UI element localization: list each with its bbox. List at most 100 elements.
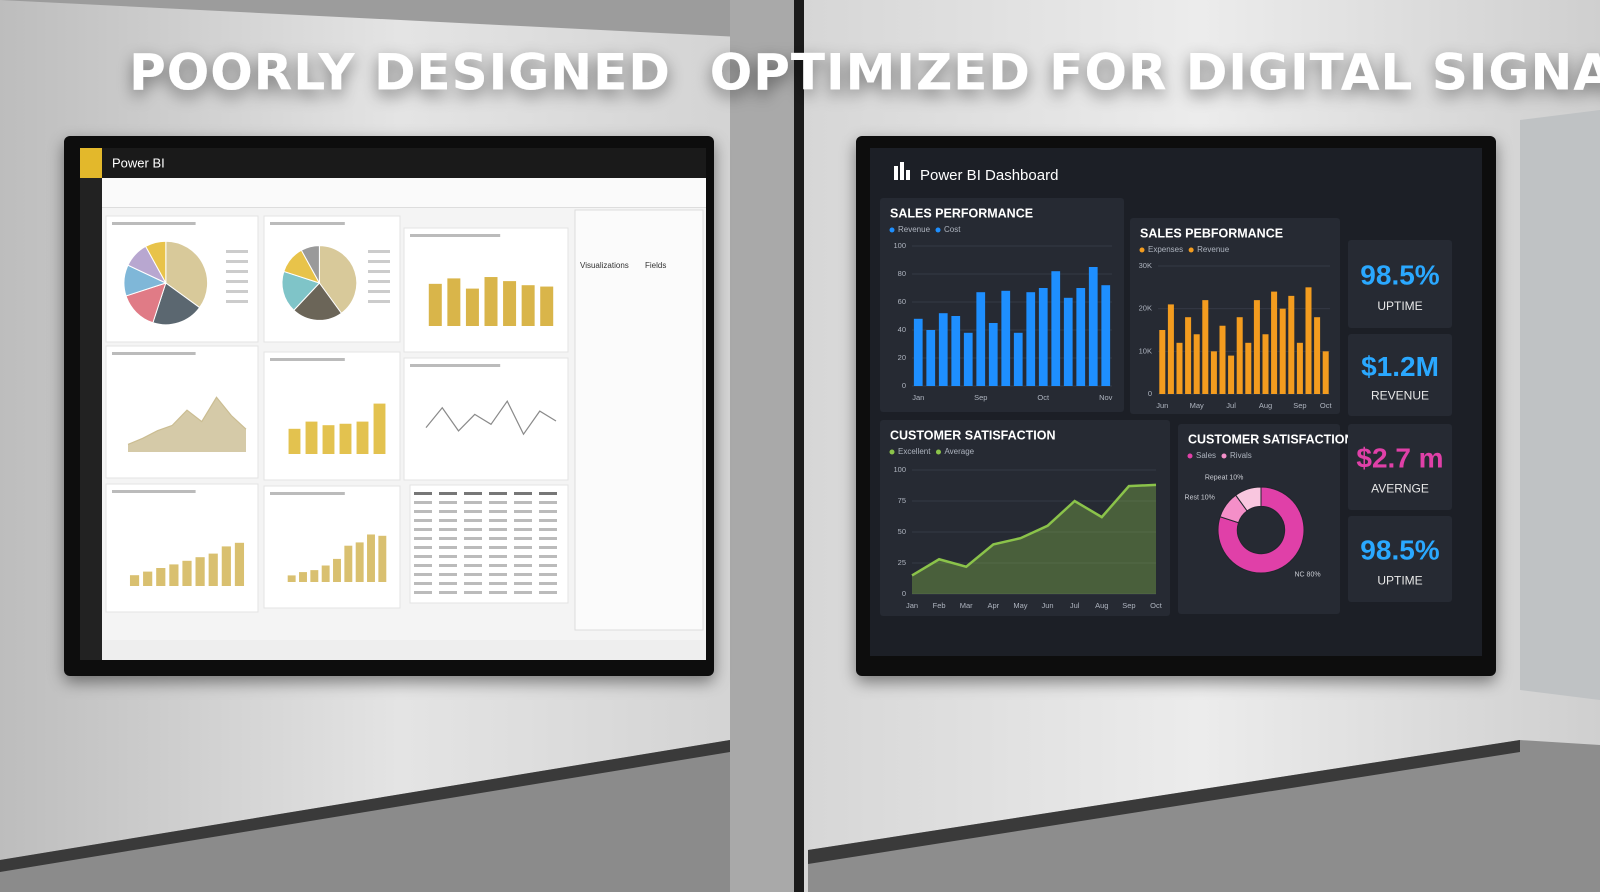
area [912,484,1156,594]
bar [540,286,554,326]
pie-slice [293,282,343,321]
table-cell-stub [539,564,557,567]
table-cell-stub [489,564,507,567]
legend-swatch [935,449,941,455]
legend-label: Rivals [1230,451,1252,460]
bar [1262,334,1269,394]
bar [1271,291,1278,394]
panel-title-stub [270,492,345,495]
bar [1063,297,1073,386]
table-cell-stub [439,546,457,549]
table-cell-stub [439,582,457,585]
bar [1051,271,1061,386]
panel-title-stub [410,234,501,237]
legend-label: Revenue [1197,245,1230,254]
table-cell-stub [414,537,432,540]
left-ribbon-rule [102,207,706,208]
bar [208,553,218,586]
bar [129,575,140,586]
x-tick-label: Sep [1122,601,1135,610]
table-cell-stub [439,555,457,558]
left-table [409,484,569,604]
y-tick-label: 0 [902,381,906,390]
table-cell-stub [414,564,432,567]
ceiling [0,0,800,40]
kpi-label: REVENUE [1371,388,1429,402]
bar [963,332,973,386]
bar [305,421,318,454]
x-tick-label: Jun [1042,601,1054,610]
table-cell-stub [514,528,532,531]
left-pane-title: Visualizations [580,261,629,270]
table-cell-stub [464,591,482,594]
bar [143,571,153,586]
legend-label: Revenue [898,225,931,234]
table-cell-stub [439,528,457,531]
kpi-value: 98.5% [1360,259,1439,290]
x-tick-label: Feb [933,601,946,610]
legend-label: Cost [944,225,961,234]
table-cell-stub [414,573,432,576]
table-cell-stub [539,510,557,513]
legend-swatch [1139,247,1145,253]
bar [182,560,192,586]
left-ribbon [102,178,706,208]
pie-slice [165,240,209,309]
bar [1026,292,1036,386]
table-cell-stub [539,573,557,576]
table-cell-stub [464,492,482,495]
table-cell-stub [489,492,507,495]
left-side-pane [574,209,704,631]
left-heading: POORLY DESIGNED [129,44,671,102]
panel-title-stub [112,222,196,225]
table-cell-stub [464,510,482,513]
y-tick-label: 20 [898,353,906,362]
legend-stub [368,250,390,253]
bar [951,316,961,386]
chart-panel [263,485,401,609]
bar [156,568,166,586]
office-view-left [730,0,800,892]
y-tick-label: 50 [898,527,906,536]
kpi-tile [1348,334,1452,416]
bar [373,403,386,454]
table-cell-stub [439,537,457,540]
bar [1101,285,1111,386]
y-tick-label: 40 [898,325,906,334]
table-cell-stub [414,555,432,558]
bar [356,421,369,454]
legend-stub [368,270,390,273]
x-tick-label: Oct [1320,401,1333,410]
table-cell-stub [464,501,482,504]
x-tick-label: May [1013,601,1027,610]
table-cell-stub [514,537,532,540]
bar [287,575,296,582]
panel-title-stub [112,352,196,355]
y-tick-label: 100 [893,241,906,250]
table-cell-stub [514,582,532,585]
bar [521,285,535,326]
bar [1279,308,1286,394]
legend-stub [226,250,248,253]
bar [333,558,341,582]
x-tick-label: Aug [1259,401,1272,410]
bar [1219,325,1226,394]
right-logo [900,162,904,180]
bar [310,570,319,582]
legend-swatch [935,227,941,233]
x-tick-label: Apr [987,601,999,610]
table-cell-stub [439,573,457,576]
kpi-label: UPTIME [1377,299,1422,313]
bar [1314,317,1321,394]
bar [1185,317,1192,394]
x-tick-label: Jul [1226,401,1236,410]
table-cell-stub [439,519,457,522]
chart-panel [105,483,259,613]
table-cell-stub [439,564,457,567]
bar [465,288,479,326]
divider [794,0,804,892]
kpi-tile [1348,240,1452,328]
bar [1088,267,1098,386]
x-tick-label: Aug [1095,601,1108,610]
bar [503,281,517,326]
